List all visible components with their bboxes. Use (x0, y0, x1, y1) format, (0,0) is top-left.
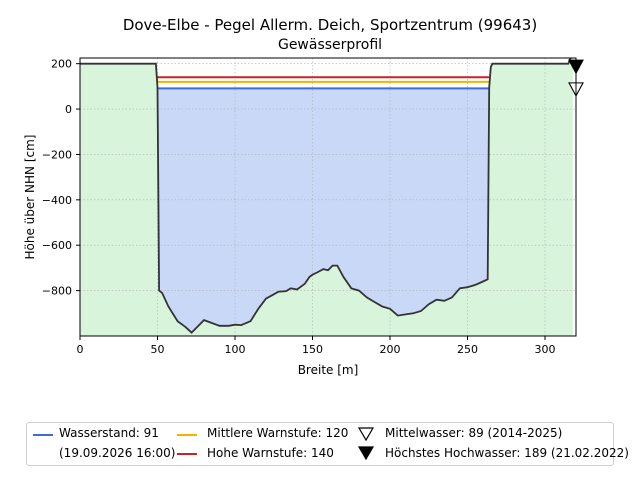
legend-medium-warning-label: Mittlere Warnstufe: 120 (207, 426, 349, 440)
y-tick-label: 0 (65, 103, 72, 116)
x-tick-label: 0 (77, 343, 84, 356)
filled-triangle-icon (357, 446, 375, 461)
profile-chart: Dove-Elbe - Pegel Allerm. Deich, Sportze… (23, 16, 584, 377)
legend-medium-warning-line (177, 434, 197, 436)
legend-water-level-line (33, 434, 53, 436)
y-tick-label: −400 (42, 194, 72, 207)
ground-area (80, 58, 573, 336)
legend-high-warning-label: Hohe Warnstufe: 140 (207, 446, 334, 460)
y-tick-label: −200 (42, 148, 72, 161)
chart-subtitle: Gewässerprofil (278, 37, 382, 53)
open-triangle-icon (357, 427, 375, 442)
water-area (157, 88, 490, 333)
axes-frame (79, 57, 577, 337)
y-tick-label: 200 (51, 58, 72, 71)
x-tick-label: 200 (380, 343, 401, 356)
x-axis-label: Breite [m] (298, 363, 359, 377)
plot-area: 0 50 100 150 200 250 300 200 0 −200 −400 −600 −800 (42, 57, 584, 356)
y-tick-label: −800 (42, 285, 72, 298)
legend-water-level-label: Wasserstand: 91 (59, 426, 159, 440)
legend: Wasserstand: 91 (19.09.2026 16:00) Mittl… (26, 422, 629, 466)
legend-mean-water-label: Mittelwasser: 89 (2014-2025) (385, 426, 563, 440)
legend-water-level-date: (19.09.2026 16:00) (59, 446, 176, 460)
x-tick-label: 100 (225, 343, 246, 356)
profile-line (80, 58, 572, 334)
legend-high-warning-line (177, 453, 197, 455)
chart-title: Dove-Elbe - Pegel Allerm. Deich, Sportze… (123, 16, 537, 34)
legend-highest-flood-label: Höchstes Hochwasser: 189 (21.02.2022) (385, 446, 629, 460)
x-tick-label: 150 (302, 343, 323, 356)
x-tick-label: 50 (151, 343, 165, 356)
y-axis-label: Höhe über NHN [cm] (23, 135, 37, 260)
x-tick-label: 300 (535, 343, 556, 356)
y-tick-label: −600 (42, 239, 72, 252)
x-tick-label: 250 (457, 343, 478, 356)
